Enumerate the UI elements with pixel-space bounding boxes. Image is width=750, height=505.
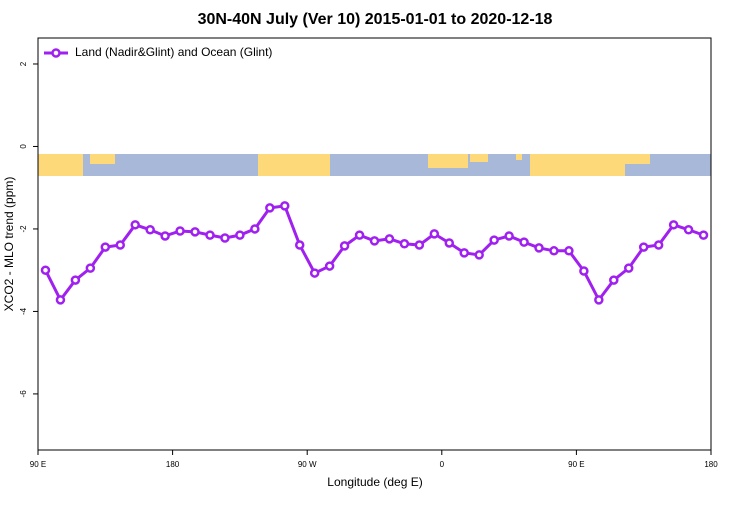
data-point (638, 242, 649, 252)
plot-frame (37, 37, 712, 451)
x-tick-label: 90 E (30, 460, 46, 469)
data-point (579, 266, 589, 276)
data-point (280, 201, 290, 211)
data-point (250, 224, 260, 234)
data-point (564, 246, 574, 256)
data-point (698, 230, 709, 240)
data-point (623, 263, 634, 273)
data-point (369, 236, 380, 246)
series-line (44, 204, 705, 303)
y-tick-label: 2 (19, 61, 28, 66)
data-point (489, 235, 499, 245)
data-point (100, 242, 111, 252)
data-point (594, 295, 604, 305)
data-point (534, 243, 544, 253)
data-point (459, 248, 469, 258)
data-point (399, 239, 410, 249)
data-point (115, 240, 126, 250)
data-point (384, 234, 395, 244)
data-point (429, 229, 440, 239)
y-tick-label: 0 (19, 144, 28, 149)
y-tick-label: -2 (19, 225, 28, 233)
data-point (55, 295, 66, 305)
data-point (653, 240, 664, 250)
data-point (265, 203, 275, 213)
data-point (354, 230, 365, 240)
data-point (683, 225, 694, 235)
y-tick-label: -4 (19, 307, 28, 315)
data-point (145, 225, 155, 235)
y-axis-label: XCO2 - MLO trend (ppm) (2, 177, 16, 312)
data-point (220, 233, 230, 243)
data-point (444, 238, 455, 248)
map-band (38, 154, 711, 176)
y-tick-label: -6 (19, 390, 28, 398)
data-point (130, 220, 140, 230)
x-tick-label: 180 (166, 460, 180, 469)
data-point (85, 263, 96, 273)
x-tick-label: 90 W (298, 460, 317, 469)
data-point (70, 275, 81, 285)
data-point (190, 227, 200, 237)
data-point (519, 237, 529, 247)
data-point (668, 220, 679, 230)
data-point (294, 240, 305, 250)
data-point (324, 261, 335, 271)
x-axis-label: Longitude (deg E) (327, 475, 422, 489)
x-tick-label: 90 E (568, 460, 584, 469)
chart-title: 30N-40N July (Ver 10) 2015-01-01 to 2020… (198, 11, 553, 28)
data-point (205, 230, 215, 240)
data-point (160, 231, 170, 241)
data-point (474, 250, 484, 260)
legend-label: Land (Nadir&Glint) and Ocean (Glint) (75, 45, 272, 59)
data-point (309, 268, 320, 278)
data-point (175, 226, 185, 236)
data-point (414, 240, 425, 250)
data-point (609, 275, 619, 285)
data-point (235, 230, 245, 240)
data-point (504, 231, 514, 241)
data-point (549, 246, 559, 256)
data-point (339, 241, 350, 251)
data-point (40, 265, 51, 275)
legend-marker (51, 48, 61, 58)
x-tick-label: 0 (440, 460, 445, 469)
x-tick-label: 180 (704, 460, 718, 469)
